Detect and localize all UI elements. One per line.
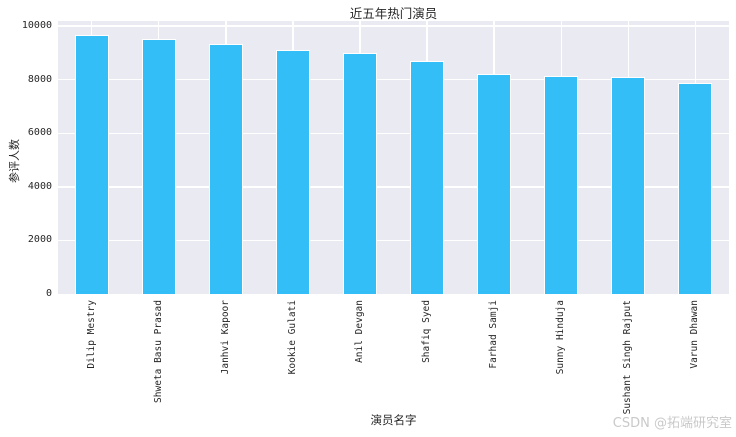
gridline-horizontal [58, 239, 729, 242]
x-tick-label: Shafiq Syed [421, 300, 433, 363]
x-tick-label: Anil Devgan [353, 300, 365, 363]
x-tick-label: Varun Dhawan [689, 300, 701, 369]
y-tick-label: 10000 [21, 20, 52, 32]
bar-dilip-mestry [74, 35, 109, 294]
y-tick-label: 6000 [27, 127, 52, 139]
x-axis-label: 演员名字 [370, 413, 417, 427]
gridline-horizontal [58, 25, 729, 27]
gridline-horizontal [58, 186, 729, 188]
x-tick-label: Kookie Gulati [286, 300, 298, 375]
x-tick-label: Dilip Mestry [85, 300, 97, 369]
y-tick-label: 8000 [27, 73, 52, 85]
bar-kookie-gulati [275, 49, 310, 294]
bar-sushant-singh-rajput [611, 76, 646, 294]
x-tick-label: Shweta Basu Prasad [152, 300, 164, 403]
x-tick-label: Janhvi Kapoor [219, 300, 231, 375]
y-tick-label: 2000 [27, 234, 52, 246]
watermark: CSDN @拓端研究室 [612, 416, 732, 431]
bar-anil-devgan [342, 52, 377, 294]
gridline-horizontal [58, 132, 729, 135]
chart-title: 近五年热门演员 [349, 6, 438, 21]
bar-janhvi-kapoor [208, 43, 243, 294]
x-tick-label: Farhad Samji [488, 300, 500, 369]
bar-varun-dhawan [678, 83, 713, 294]
y-tick-label: 4000 [27, 180, 52, 192]
bar-shweta-basu-prasad [141, 39, 176, 294]
y-tick-label: 0 [45, 288, 52, 299]
gridline-horizontal [58, 78, 729, 81]
plot-area [58, 21, 729, 294]
bar-shafiq-syed [410, 60, 445, 294]
bar-farhad-samji [477, 74, 512, 294]
bar-sunny-hinduja [544, 76, 579, 294]
x-tick-label: Sushant Singh Rajput [622, 300, 634, 415]
x-tick-label: Sunny Hinduja [555, 300, 567, 375]
